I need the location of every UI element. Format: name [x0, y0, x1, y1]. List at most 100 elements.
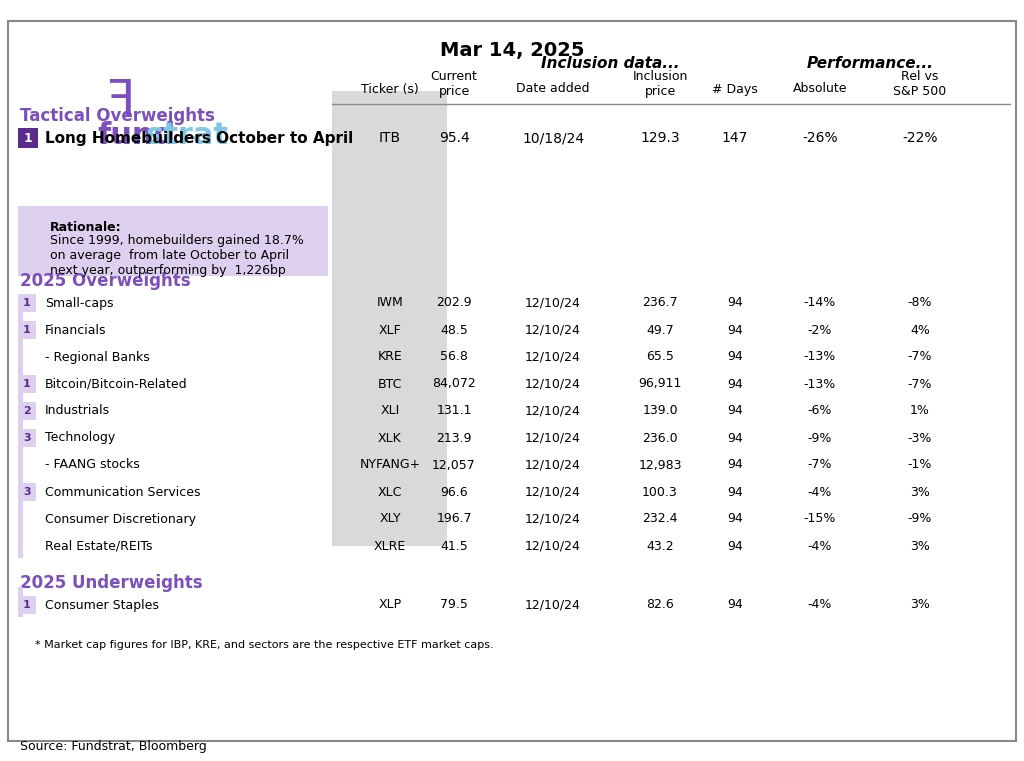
Text: Bitcoin/Bitcoin-Related: Bitcoin/Bitcoin-Related: [45, 377, 187, 390]
Text: 56.8: 56.8: [440, 351, 468, 364]
Text: 94: 94: [727, 486, 742, 498]
Text: 94: 94: [727, 351, 742, 364]
Text: 2025 Overweights: 2025 Overweights: [20, 272, 190, 290]
Text: -4%: -4%: [808, 486, 833, 498]
Text: 94: 94: [727, 297, 742, 310]
FancyBboxPatch shape: [18, 402, 36, 420]
Text: -7%: -7%: [907, 351, 932, 364]
Text: 94: 94: [727, 405, 742, 418]
Text: 236.0: 236.0: [642, 431, 678, 444]
Text: Mar 14, 2025: Mar 14, 2025: [439, 41, 585, 60]
Text: ꟻ: ꟻ: [105, 77, 134, 125]
Text: strat: strat: [145, 122, 228, 151]
Text: Performance...: Performance...: [807, 56, 934, 72]
Text: 131.1: 131.1: [436, 405, 472, 418]
Text: XLP: XLP: [379, 598, 401, 612]
Text: 12/10/24: 12/10/24: [525, 297, 581, 310]
Text: 12/10/24: 12/10/24: [525, 377, 581, 390]
Text: 12/10/24: 12/10/24: [525, 351, 581, 364]
Text: XLI: XLI: [380, 405, 399, 418]
Text: 213.9: 213.9: [436, 431, 472, 444]
Text: XLC: XLC: [378, 486, 402, 498]
Text: 4%: 4%: [910, 323, 930, 336]
Text: XLRE: XLRE: [374, 540, 407, 552]
Text: -26%: -26%: [802, 131, 838, 145]
Text: 65.5: 65.5: [646, 351, 674, 364]
Text: 2025 Underweights: 2025 Underweights: [20, 574, 203, 592]
FancyBboxPatch shape: [18, 483, 36, 501]
Text: - Regional Banks: - Regional Banks: [45, 351, 150, 364]
Text: -15%: -15%: [804, 512, 837, 526]
Text: 43.2: 43.2: [646, 540, 674, 552]
FancyBboxPatch shape: [18, 128, 38, 148]
FancyBboxPatch shape: [18, 206, 328, 276]
Text: 232.4: 232.4: [642, 512, 678, 526]
Text: 49.7: 49.7: [646, 323, 674, 336]
Text: 94: 94: [727, 512, 742, 526]
FancyBboxPatch shape: [18, 596, 36, 614]
Text: IWM: IWM: [377, 297, 403, 310]
Text: Date added: Date added: [516, 82, 590, 95]
Text: Communication Services: Communication Services: [45, 486, 201, 498]
Text: Since 1999, homebuilders gained 18.7%
on average  from late October to April
nex: Since 1999, homebuilders gained 18.7% on…: [50, 234, 304, 277]
Text: 94: 94: [727, 431, 742, 444]
Text: * Market cap figures for IBP, KRE, and sectors are the respective ETF market cap: * Market cap figures for IBP, KRE, and s…: [35, 640, 494, 650]
Text: -3%: -3%: [908, 431, 932, 444]
Text: 12/10/24: 12/10/24: [525, 486, 581, 498]
Text: 139.0: 139.0: [642, 405, 678, 418]
Text: 96,911: 96,911: [638, 377, 682, 390]
Text: 12,057: 12,057: [432, 458, 476, 472]
Text: NYFANG+: NYFANG+: [359, 458, 421, 472]
Text: 12/10/24: 12/10/24: [525, 405, 581, 418]
Text: 48.5: 48.5: [440, 323, 468, 336]
Text: -9%: -9%: [808, 431, 833, 444]
Text: Absolute: Absolute: [793, 82, 847, 95]
Text: XLF: XLF: [379, 323, 401, 336]
Text: 3%: 3%: [910, 540, 930, 552]
Text: 94: 94: [727, 458, 742, 472]
Text: Long Homebuilders October to April: Long Homebuilders October to April: [45, 130, 353, 145]
Text: 94: 94: [727, 323, 742, 336]
Text: 3%: 3%: [910, 598, 930, 612]
Text: -6%: -6%: [808, 405, 833, 418]
Text: -9%: -9%: [908, 512, 932, 526]
Text: Tactical Overweights: Tactical Overweights: [20, 107, 215, 125]
Text: 3: 3: [24, 487, 31, 497]
Text: Rel vs
S&P 500: Rel vs S&P 500: [893, 70, 946, 98]
Text: 94: 94: [727, 598, 742, 612]
Text: 1: 1: [24, 600, 31, 610]
Text: 12/10/24: 12/10/24: [525, 512, 581, 526]
Text: 1: 1: [24, 325, 31, 335]
Text: Industrials: Industrials: [45, 405, 111, 418]
Text: # Days: # Days: [712, 82, 758, 95]
Text: Source: Fundstrat, Bloomberg: Source: Fundstrat, Bloomberg: [20, 740, 207, 753]
Text: Current
price: Current price: [430, 70, 477, 98]
Text: 3%: 3%: [910, 486, 930, 498]
Text: 12/10/24: 12/10/24: [525, 323, 581, 336]
Text: Consumer Discretionary: Consumer Discretionary: [45, 512, 196, 526]
Text: Technology: Technology: [45, 431, 116, 444]
Text: Real Estate/REITs: Real Estate/REITs: [45, 540, 153, 552]
FancyBboxPatch shape: [8, 21, 1016, 741]
Text: fund: fund: [97, 122, 175, 151]
Text: XLK: XLK: [378, 431, 401, 444]
Text: BTC: BTC: [378, 377, 402, 390]
Text: 12/10/24: 12/10/24: [525, 540, 581, 552]
Text: 84,072: 84,072: [432, 377, 476, 390]
Text: -13%: -13%: [804, 377, 837, 390]
Text: -7%: -7%: [808, 458, 833, 472]
FancyBboxPatch shape: [18, 429, 36, 447]
Text: 236.7: 236.7: [642, 297, 678, 310]
Text: KRE: KRE: [378, 351, 402, 364]
Text: 1: 1: [24, 298, 31, 308]
Text: 12/10/24: 12/10/24: [525, 458, 581, 472]
Text: -1%: -1%: [908, 458, 932, 472]
Text: ITB: ITB: [379, 131, 401, 145]
Text: 12,983: 12,983: [638, 458, 682, 472]
FancyBboxPatch shape: [18, 321, 36, 339]
FancyBboxPatch shape: [18, 375, 36, 393]
Text: 94: 94: [727, 540, 742, 552]
Text: 2: 2: [24, 406, 31, 416]
Text: Financials: Financials: [45, 323, 106, 336]
FancyBboxPatch shape: [18, 296, 23, 558]
